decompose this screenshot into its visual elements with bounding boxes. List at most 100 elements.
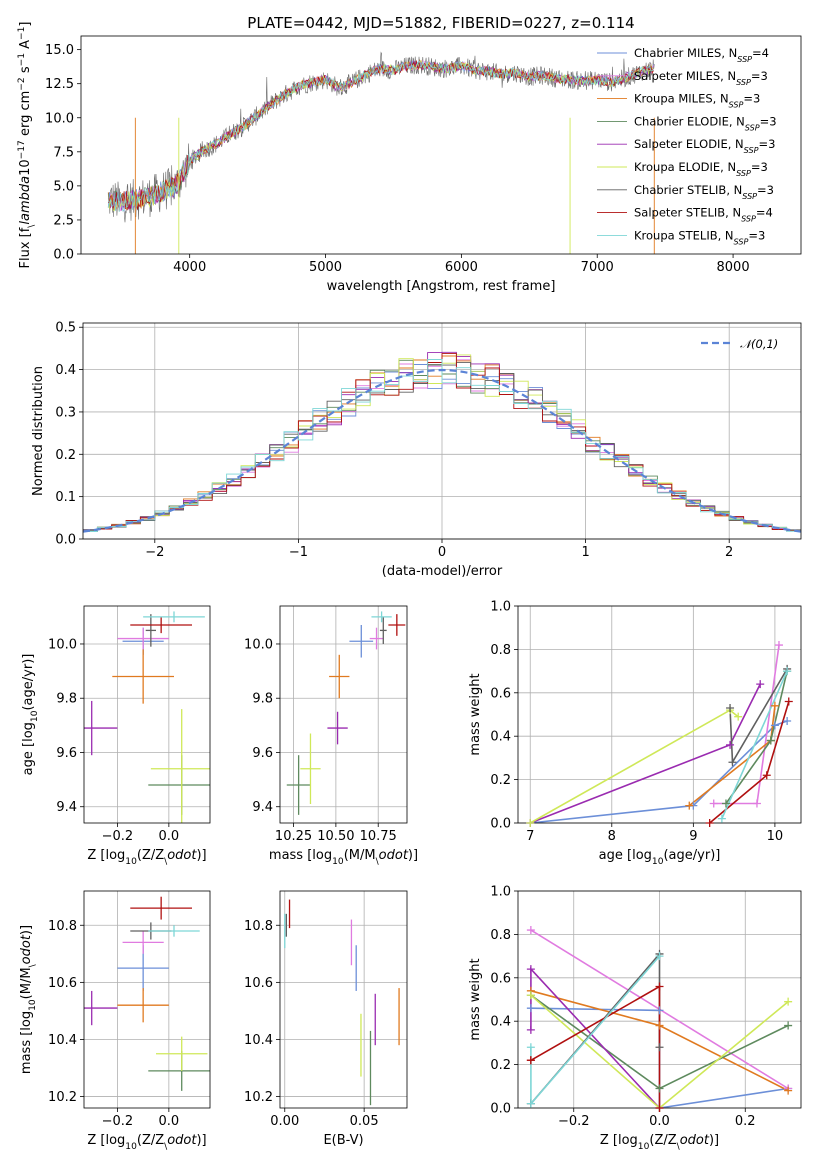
weight-marker — [685, 801, 694, 810]
y-tick-label: 9.4 — [56, 800, 77, 815]
y-tick-label: 10.4 — [48, 1033, 77, 1048]
y-tick-label: 7.5 — [53, 145, 74, 160]
y-tick-label: 0.2 — [490, 773, 511, 788]
x-tick-label: 8 — [608, 829, 616, 844]
y-tick-label: 0.1 — [55, 490, 76, 505]
weight-marker — [721, 799, 730, 808]
x-tick-label: 10 — [767, 829, 784, 844]
y-tick-label: 1.0 — [490, 885, 511, 900]
weight-line — [709, 701, 790, 823]
weight-marker — [734, 712, 743, 721]
y-tick-label: 10.8 — [244, 919, 273, 934]
y-tick-label: 0.2 — [55, 448, 76, 463]
y-tick-label: 0.4 — [55, 363, 76, 378]
x-axis-label: Z [log10(Z/Z\odot)] — [87, 848, 206, 867]
y-tick-label: 10.4 — [244, 1033, 273, 1048]
y-tick-label: 0.0 — [55, 533, 76, 548]
weight-marker — [770, 721, 779, 730]
weight-marker — [756, 680, 765, 689]
legend-label: Kroupa STELIB, NSSP=3 — [634, 228, 765, 246]
weight-marker — [526, 1056, 535, 1065]
legend: Chabrier MILES, NSSP=4 Salpeter MILES, NS… — [597, 46, 777, 246]
axes-frame — [279, 605, 408, 824]
axes-frame — [83, 605, 211, 824]
y-tick-label: 9.6 — [252, 746, 273, 761]
x-tick-label: 1 — [581, 545, 589, 560]
weight-marker — [783, 717, 792, 726]
weight-marker — [655, 952, 664, 961]
weight-line — [530, 720, 788, 823]
y-tick-label: 15.0 — [45, 43, 74, 58]
x-tick-label: −0.2 — [558, 1114, 590, 1129]
x-tick-label: 10.50 — [317, 829, 354, 844]
weight-marker — [709, 799, 718, 808]
weight-marker — [655, 1084, 664, 1093]
weight-marker — [783, 667, 792, 676]
panel-spectrum: 4000 5000 6000 7000 8000 0.0 2.5 5.0 7.5 10.0 12.5… — [17, 14, 802, 294]
weight-line — [530, 955, 661, 1106]
weight-marker — [774, 641, 783, 650]
x-axis-label: age [log10(age/yr)] — [599, 848, 721, 867]
y-tick-label: 0.4 — [490, 730, 511, 745]
spectrum-line — [107, 60, 654, 213]
x-tick-label: −0.2 — [102, 1114, 134, 1129]
y-tick-label: 0.5 — [55, 321, 76, 336]
axes-frame — [279, 890, 408, 1109]
y-tick-label: 10.2 — [244, 1090, 273, 1105]
weight-line — [721, 670, 788, 820]
x-tick-label: 6000 — [445, 260, 478, 275]
x-axis-label: mass [log10(M/M\odot)] — [269, 848, 418, 867]
x-tick-label: −0.2 — [102, 829, 134, 844]
x-tick-label: 8000 — [717, 260, 750, 275]
legend-label: Salpeter MILES, NSSP=3 — [634, 69, 768, 87]
y-axis-label: Normed distribution — [31, 366, 46, 496]
x-tick-label: −1 — [289, 545, 308, 560]
weight-marker — [655, 1043, 664, 1052]
weight-marker — [726, 703, 735, 712]
spectrum-line — [108, 60, 654, 211]
x-axis-label: wavelength [Angstrom, rest frame] — [327, 279, 556, 294]
panel-weight_vs_Z: −0.2 0.0 0.2 0.0 0.2 0.4 0.6 0.8 1.0 Z [log10(Z/Z… — [468, 885, 802, 1152]
y-tick-label: 2.5 — [53, 213, 74, 228]
x-tick-label: 4000 — [173, 260, 206, 275]
y-tick-label: 0.2 — [490, 1058, 511, 1073]
weight-marker — [784, 1021, 793, 1030]
y-tick-label: 10.2 — [48, 1090, 77, 1105]
x-tick-label: 0.2 — [735, 1114, 756, 1129]
legend-label: 𝒩(0,1) — [740, 337, 778, 351]
x-tick-label: 0.0 — [159, 829, 180, 844]
weight-line — [530, 985, 661, 1108]
y-axis-label: mass [log10(M/M\odot)] — [19, 925, 38, 1074]
y-tick-label: 0.3 — [55, 405, 76, 420]
x-tick-label: 10.75 — [360, 829, 397, 844]
y-tick-label: 0.6 — [490, 686, 511, 701]
y-tick-label: 10.6 — [244, 976, 273, 991]
weight-marker — [655, 982, 664, 991]
x-tick-label: 0.0 — [159, 1114, 180, 1129]
y-axis-label: mass weight — [468, 958, 483, 1040]
weight-marker — [655, 1104, 664, 1112]
legend-label: Chabrier MILES, NSSP=4 — [634, 46, 769, 64]
x-tick-label: 9 — [689, 829, 697, 844]
y-tick-label: 10.0 — [244, 637, 273, 652]
legend-label: Salpeter STELIB, NSSP=4 — [634, 206, 773, 224]
weight-marker — [728, 758, 737, 767]
y-tick-label: 5.0 — [53, 179, 74, 194]
weight-line — [529, 709, 739, 823]
weight-marker — [726, 740, 735, 749]
spectrum-line — [107, 60, 654, 211]
x-tick-label: 2 — [725, 545, 733, 560]
axes-frame — [82, 322, 802, 540]
weight-marker — [717, 814, 726, 823]
x-tick-label: 5000 — [309, 260, 342, 275]
legend-label: Salpeter ELODIE, NSSP=3 — [634, 137, 775, 155]
x-tick-label: 0.0 — [649, 1114, 670, 1129]
weight-marker — [784, 997, 793, 1006]
weight-marker — [770, 701, 779, 710]
panel-weight_vs_age: 7 8 9 10 0.0 0.2 0.4 0.6 0.8 1.0 age [log10(age/yr… — [468, 600, 802, 867]
y-axis-label: age [log10(age/yr)] — [21, 654, 40, 776]
histogram-line — [83, 359, 801, 532]
x-axis-label: Z [log10(Z/Z\odot)] — [600, 1133, 719, 1152]
panel-mass_vs_Z: −0.2 0.0 10.2 10.4 10.6 10.8 Z [log10(Z/Z\odot… — [19, 890, 211, 1152]
